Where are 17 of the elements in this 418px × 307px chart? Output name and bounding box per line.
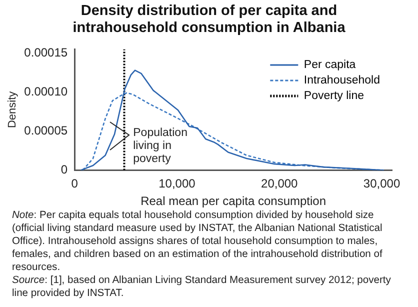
y-tick-label: 0.00015 (24, 45, 68, 60)
text: Note: Per capita equals total household consumption divided by household size (official living standard measure used by INSTAT, the Albanian National Statistical Office). Intrahousehold assigns shares of total household consumption to males, females, and children based on an estimation of the intrahousehold distribution of resources. (12, 209, 384, 274)
y-tick-label: 0.00005 (24, 123, 68, 138)
legend-label: Per capita (304, 59, 356, 72)
x-tick-label: 10,000 (158, 176, 196, 191)
legend-label: Poverty line (304, 90, 364, 102)
annotation: Population living in poverty (133, 127, 188, 166)
x-axis-title: Real mean per capita consumption (140, 194, 326, 208)
y-tick-label: 0 (60, 162, 68, 177)
y-tick-label: 0.00010 (24, 84, 68, 98)
x-tick-label: 30,000 (363, 176, 400, 191)
x-tick-label: 20,000 (261, 176, 298, 191)
chart-title: Density distribution of per capita and intrahousehold consumption in Albania (72, 2, 346, 38)
source-note: Source: [1], based on Albanian Living Standard Measurement survey 2012; poverty line provided by INSTAT. (12, 274, 392, 300)
legend-label: Intrahousehold (304, 74, 380, 87)
x-tick-label: 0 (71, 176, 78, 191)
y-axis-title: Density (6, 90, 19, 128)
